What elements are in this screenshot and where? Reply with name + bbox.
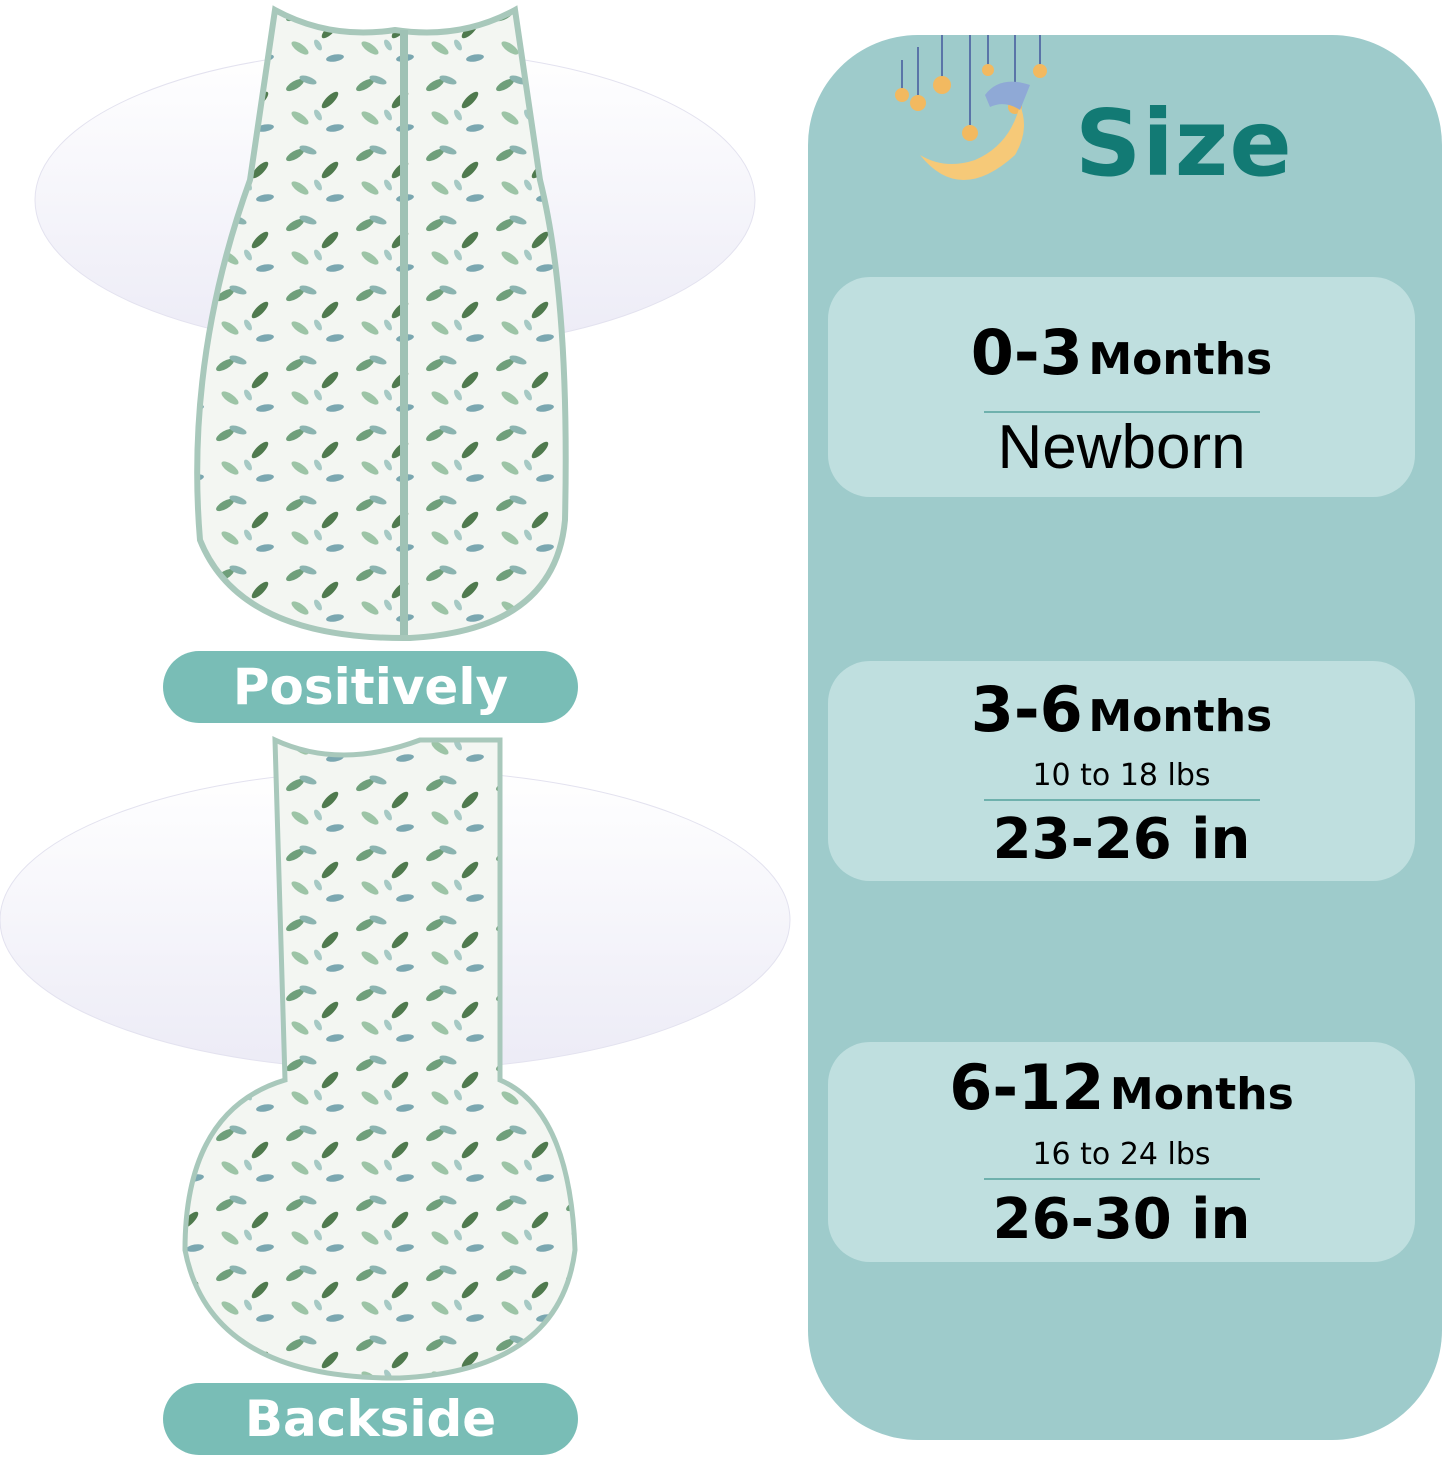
- size-range: 0-3: [970, 316, 1083, 389]
- size-length: 26-30 in: [992, 1187, 1251, 1252]
- size-card-0-3: 0-3 Months Newborn: [828, 277, 1415, 497]
- size-weight: 16 to 24 lbs: [1032, 1137, 1211, 1172]
- divider: [983, 411, 1260, 413]
- size-range: 6-12: [949, 1051, 1105, 1124]
- moon-with-nightcap-icon: [895, 35, 1047, 180]
- size-unit: Months: [1088, 334, 1273, 385]
- divider: [983, 1178, 1260, 1180]
- size-unit: Months: [1088, 691, 1273, 742]
- swaddle-back: [0, 736, 791, 1381]
- size-range: 3-6: [970, 673, 1083, 746]
- size-unit: Months: [1109, 1069, 1294, 1120]
- product-illustration: [0, 5, 791, 1381]
- back-label: Backside: [163, 1383, 578, 1455]
- swaddle-front: [34, 5, 756, 642]
- front-label: Positively: [163, 651, 578, 723]
- size-detail: Newborn: [997, 413, 1246, 482]
- size-title: Size: [1075, 90, 1293, 197]
- size-length: 23-26 in: [992, 807, 1251, 872]
- size-weight: 10 to 18 lbs: [1032, 758, 1211, 793]
- divider: [983, 799, 1260, 801]
- size-card-6-12: 6-12 Months 16 to 24 lbs 26-30 in: [828, 1042, 1415, 1262]
- size-card-3-6: 3-6 Months 10 to 18 lbs 23-26 in: [828, 661, 1415, 881]
